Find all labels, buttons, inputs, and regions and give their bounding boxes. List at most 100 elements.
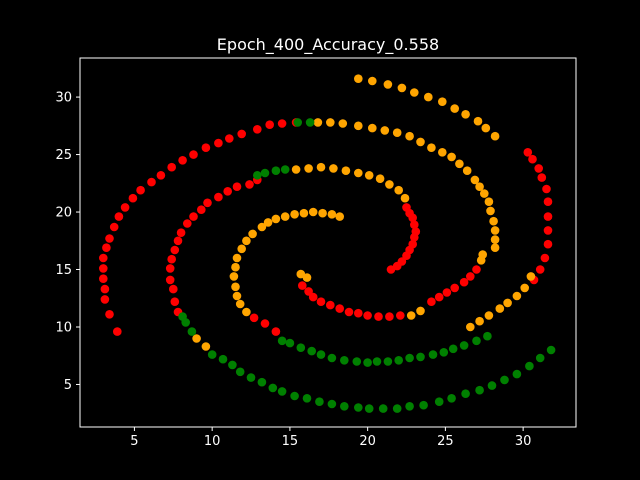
- data-point-red: [304, 287, 313, 296]
- data-point-orange: [329, 164, 338, 173]
- data-point-green: [372, 357, 382, 366]
- data-point-orange: [318, 208, 327, 218]
- data-point-orange: [484, 197, 494, 206]
- data-point-orange: [489, 216, 498, 226]
- plot-frame: [79, 57, 577, 428]
- data-point-red: [543, 212, 553, 221]
- data-point-orange: [229, 272, 239, 281]
- data-point-orange: [486, 206, 495, 216]
- data-point-orange: [368, 123, 377, 133]
- data-point-green: [378, 404, 388, 413]
- data-point-orange: [481, 123, 491, 133]
- data-point-green: [293, 118, 303, 127]
- data-point-orange: [327, 210, 337, 219]
- data-point-orange: [313, 118, 323, 127]
- data-point-orange: [242, 236, 251, 246]
- y-tick-label: 25: [55, 148, 72, 163]
- data-point-orange: [354, 168, 363, 178]
- data-point-orange: [354, 121, 363, 131]
- data-point-red: [100, 284, 110, 294]
- data-point-green: [228, 360, 237, 370]
- data-point-orange: [406, 311, 416, 320]
- data-point-green: [416, 352, 425, 362]
- data-point-red: [459, 277, 469, 287]
- data-point-red: [410, 220, 419, 229]
- data-point-red: [120, 203, 130, 212]
- data-point-orange: [296, 269, 306, 279]
- data-point-green: [428, 350, 438, 359]
- data-point-green: [218, 354, 228, 364]
- data-point-red: [197, 205, 206, 214]
- data-point-orange: [201, 342, 211, 351]
- data-point-green: [459, 341, 469, 350]
- data-point-green: [235, 367, 245, 377]
- data-point-green: [512, 369, 522, 379]
- data-point-orange: [248, 229, 257, 239]
- data-point-red: [105, 310, 114, 319]
- data-point-red: [113, 327, 122, 336]
- data-point-green: [305, 118, 315, 127]
- data-point-orange: [462, 166, 472, 175]
- data-point-orange: [438, 148, 447, 157]
- data-point-red: [183, 219, 192, 228]
- data-point-red: [326, 300, 335, 310]
- data-point-green: [340, 356, 349, 365]
- data-point-red: [316, 297, 326, 307]
- data-point-red: [408, 213, 418, 223]
- x-tick-label: 15: [282, 434, 299, 449]
- data-point-red: [223, 187, 232, 196]
- data-point-red: [109, 222, 119, 232]
- data-point-red: [260, 319, 270, 328]
- data-point-orange: [231, 262, 240, 272]
- data-point-orange: [316, 162, 326, 172]
- data-point-green: [354, 403, 363, 412]
- data-point-red: [472, 265, 481, 274]
- data-point-orange: [338, 119, 348, 128]
- data-point-red: [99, 264, 108, 273]
- data-point-orange: [364, 171, 374, 180]
- data-point-red: [534, 164, 543, 173]
- data-point-orange: [383, 80, 393, 89]
- data-point-orange: [410, 88, 419, 97]
- data-point-green: [290, 391, 299, 401]
- data-point-orange: [480, 189, 489, 198]
- data-point-green: [280, 165, 290, 174]
- data-point-green: [302, 394, 312, 403]
- data-point-orange: [495, 304, 505, 313]
- data-point-orange: [271, 214, 281, 224]
- data-point-orange: [291, 165, 301, 174]
- data-point-orange: [520, 283, 529, 293]
- data-point-red: [543, 239, 553, 249]
- data-point-orange: [380, 126, 390, 135]
- data-point-green: [434, 397, 444, 407]
- data-point-red: [189, 150, 198, 159]
- data-point-green: [439, 348, 449, 357]
- data-point-green: [364, 404, 374, 413]
- data-point-green: [500, 375, 509, 385]
- data-point-red: [277, 119, 287, 128]
- data-point-red: [189, 212, 198, 221]
- data-point-orange: [397, 83, 407, 93]
- data-point-green: [327, 399, 337, 409]
- data-point-red: [427, 297, 436, 307]
- data-point-red: [537, 173, 547, 182]
- data-point-green: [252, 171, 262, 180]
- data-point-red: [165, 275, 175, 285]
- data-point-red: [542, 184, 551, 194]
- data-point-orange: [490, 235, 500, 244]
- data-point-red: [543, 226, 553, 235]
- data-point-red: [271, 327, 281, 336]
- data-point-red: [232, 182, 242, 191]
- data-point-green: [483, 331, 492, 341]
- data-point-green: [246, 373, 256, 382]
- data-point-orange: [484, 311, 494, 320]
- data-point-green: [419, 400, 428, 410]
- x-tick-label: 25: [437, 434, 454, 449]
- y-tick-label: 20: [55, 206, 72, 221]
- data-point-red: [528, 154, 537, 164]
- data-point-orange: [375, 174, 385, 183]
- data-point-orange: [447, 152, 456, 162]
- data-point-orange: [461, 110, 470, 119]
